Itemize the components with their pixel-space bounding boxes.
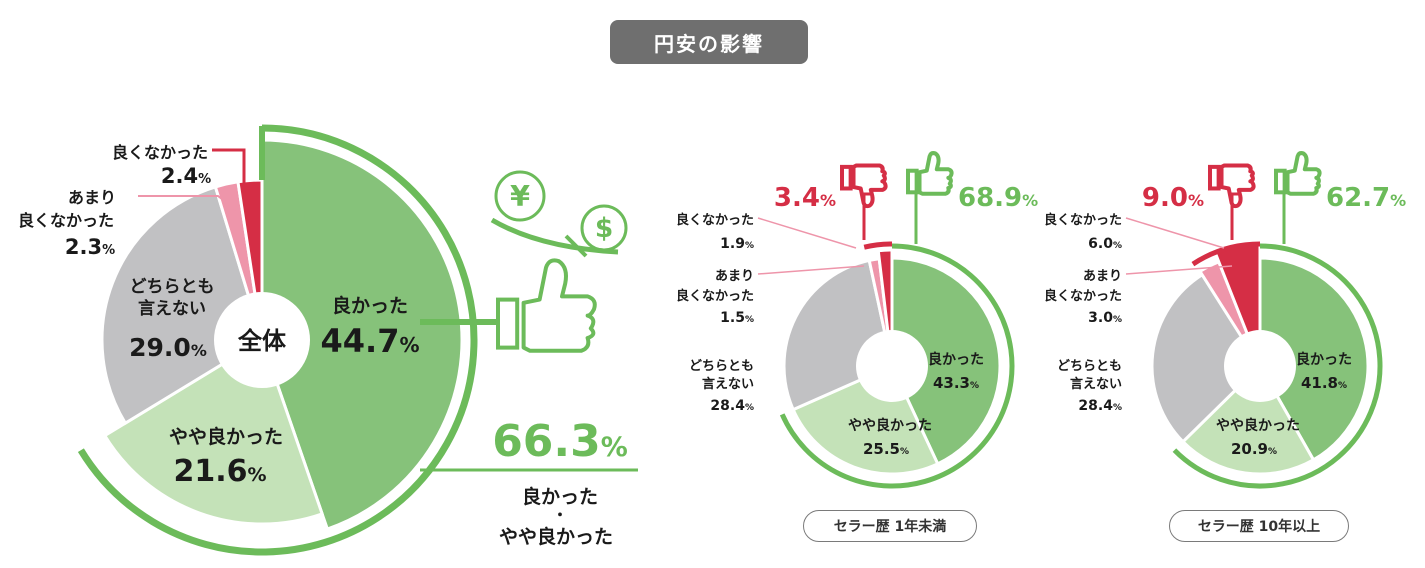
leader-somewhat-bad bbox=[138, 195, 237, 211]
segment-label-bad: 良くなかった bbox=[112, 143, 208, 162]
positive-total-chart-2: 62.7% bbox=[1326, 183, 1406, 213]
positive-ring-chart-1 bbox=[779, 243, 1015, 489]
thumbs-down-icon-chart-2 bbox=[1207, 163, 1256, 209]
thumbs-down-icon-chart-1 bbox=[839, 163, 888, 209]
scale-beam bbox=[490, 217, 619, 255]
page-title: 円安の影響 bbox=[610, 20, 808, 64]
negative-ring-chart-1 bbox=[863, 241, 893, 250]
data-label-somewhat-bad-chart-1: 1.5% bbox=[720, 310, 754, 326]
segment-label-neutral-1-chart-2: どちらとも bbox=[1057, 359, 1122, 374]
data-label-bad: 2.4% bbox=[161, 164, 211, 188]
segment-label-good-chart-1: 良かった bbox=[928, 351, 984, 368]
dollar-coin-icon: $ bbox=[580, 204, 628, 252]
segment-label-good-chart-2: 良かった bbox=[1296, 351, 1352, 368]
scale-beam-tip bbox=[564, 234, 588, 258]
positive-outer-ring bbox=[77, 124, 478, 556]
leader-bad bbox=[212, 148, 246, 196]
segment-label-neutral-1: どちらとも bbox=[130, 277, 215, 297]
pie-slice-0-chart-1 bbox=[890, 256, 1002, 466]
segment-label-neutral-2-chart-1: 言えない bbox=[702, 376, 754, 392]
segment-label-neutral-2-chart-2: 言えない bbox=[1070, 376, 1122, 392]
segment-label-neutral-1-chart-1: どちらとも bbox=[689, 359, 754, 374]
thumbs-up-icon-chart-2 bbox=[1273, 151, 1322, 196]
positive-caption-1: 良かった bbox=[522, 485, 598, 508]
pie-hole bbox=[856, 330, 928, 402]
thumbs-up-icon-chart-1 bbox=[905, 151, 954, 196]
pie-slice-0-chart-0 bbox=[260, 138, 464, 531]
leader-somewhat-bad-chart-1 bbox=[757, 265, 865, 275]
data-label-somewhat-good-chart-1: 25.5% bbox=[863, 440, 909, 458]
thumbs-up-icon bbox=[495, 258, 597, 353]
segment-label-neutral-2: 言えない bbox=[138, 298, 206, 319]
negative-ring-chart-2 bbox=[1191, 241, 1261, 267]
yen-coin-icon: ¥ bbox=[494, 170, 546, 222]
pie-slice-1-chart-2 bbox=[1180, 363, 1316, 476]
data-label-somewhat-good-chart-2: 20.9% bbox=[1231, 440, 1277, 458]
leader-somewhat-bad-chart-2 bbox=[1125, 265, 1233, 275]
segment-label-somewhat-bad-2-chart-1: 良くなかった bbox=[676, 288, 754, 304]
pie-hole bbox=[1224, 330, 1296, 402]
segment-label-bad-chart-1: 良くなかった bbox=[676, 212, 754, 228]
data-label-good: 44.7% bbox=[321, 322, 420, 360]
segment-label-somewhat-good-chart-1: やや良かった bbox=[848, 417, 932, 434]
positive-caption-dot: ・ bbox=[552, 506, 567, 524]
leader-bad-chart-1 bbox=[757, 217, 857, 249]
segment-label-somewhat-bad-2: 良くなかった bbox=[18, 211, 114, 230]
segment-label-good: 良かった bbox=[332, 294, 408, 317]
segment-label-somewhat-bad-2-chart-2: 良くなかった bbox=[1044, 288, 1122, 304]
positive-total-chart-1: 68.9% bbox=[958, 183, 1038, 213]
segment-label-somewhat-good: やや良かった bbox=[169, 425, 283, 448]
pie-slice-0-chart-2 bbox=[1258, 256, 1370, 462]
svg-text:¥: ¥ bbox=[510, 179, 530, 213]
data-label-neutral: 29.0% bbox=[129, 333, 207, 362]
pill-seller-10yr-plus: セラー歴 10年以上 bbox=[1169, 510, 1349, 542]
segment-label-somewhat-bad-1-chart-2: あまり bbox=[1083, 269, 1122, 284]
svg-text:$: $ bbox=[595, 213, 613, 244]
negative-total-chart-2: 9.0% bbox=[1142, 183, 1204, 213]
segment-label-somewhat-bad-1: あまり bbox=[68, 188, 116, 207]
pie-slice-2-chart-2 bbox=[1150, 272, 1262, 444]
positive-total-overall: 66.3% bbox=[492, 416, 628, 467]
data-label-bad-chart-1: 1.9% bbox=[720, 236, 754, 252]
positive-ring-chart-2 bbox=[1172, 243, 1383, 489]
data-label-somewhat-good: 21.6% bbox=[173, 454, 266, 489]
data-label-somewhat-bad-chart-2: 3.0% bbox=[1088, 310, 1122, 326]
data-label-good-chart-2: 41.8% bbox=[1301, 374, 1347, 392]
segment-label-bad-chart-2: 良くなかった bbox=[1044, 212, 1122, 228]
negative-stem-chart-2 bbox=[1230, 192, 1240, 240]
negative-stem-chart-1 bbox=[862, 192, 872, 240]
data-label-bad-chart-2: 6.0% bbox=[1088, 236, 1122, 252]
segment-label-somewhat-good-chart-2: やや良かった bbox=[1216, 417, 1300, 434]
data-label-neutral-chart-1: 28.4% bbox=[710, 398, 754, 414]
pill-seller-under-1yr: セラー歴 1年未満 bbox=[803, 510, 977, 542]
segment-label-somewhat-bad-1-chart-1: あまり bbox=[715, 269, 754, 284]
leader-bad-chart-2 bbox=[1125, 217, 1225, 249]
negative-total-chart-1: 3.4% bbox=[774, 183, 836, 213]
data-label-neutral-chart-2: 28.4% bbox=[1078, 398, 1122, 414]
data-label-somewhat-bad: 2.3% bbox=[65, 235, 115, 259]
data-label-good-chart-1: 43.3% bbox=[933, 374, 979, 392]
center-label-overall: 全体 bbox=[237, 327, 287, 355]
positive-caption-2: やや良かった bbox=[499, 525, 613, 548]
pie-hole bbox=[214, 292, 310, 388]
